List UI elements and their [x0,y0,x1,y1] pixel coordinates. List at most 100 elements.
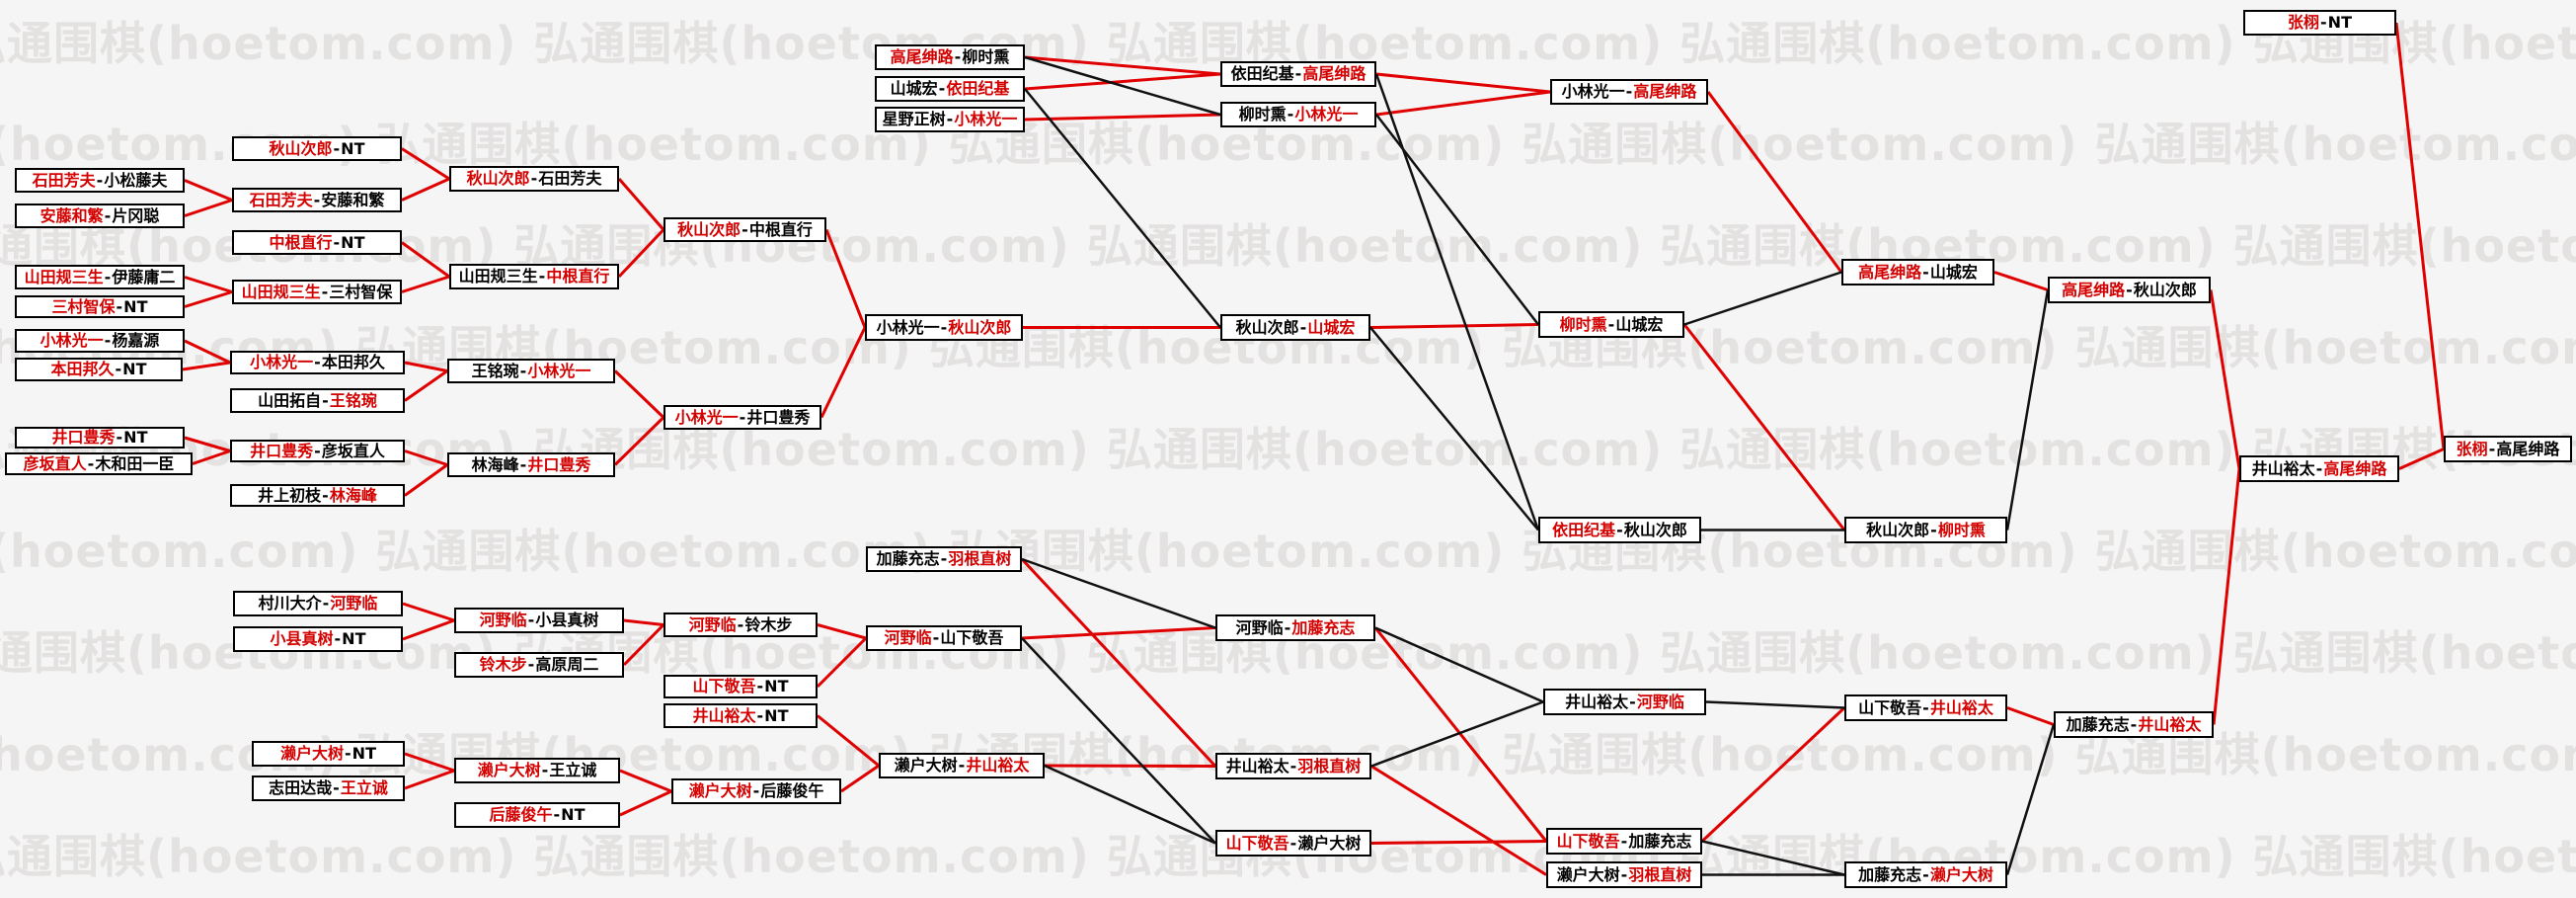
bracket-line-winner [1044,764,1216,768]
player-name-loser: 杨嘉源 [112,331,160,350]
match-box-goto_nt: 后藤俊午 - NT [454,802,620,828]
match-box-yamada_mimura: 山田规三生 - 三村智保 [232,280,402,304]
bracket-line-loser [1683,271,1842,326]
player-name-loser: 河野临 [1235,617,1284,637]
versus-dash: - [1625,82,1633,101]
player-name-winner: 秋山次郎 [466,169,530,188]
bracket-line-winner [1369,323,1539,329]
player-name-loser: 加藤充志 [2066,714,2130,734]
versus-dash: - [940,549,948,568]
bracket-line-winner [1024,113,1221,122]
player-name-winner: 井山裕太 [966,756,1030,775]
match-box-akiyama_ryu: 秋山次郎 - 柳时熏 [1844,517,2007,543]
player-name-winner: 濑户大树 [1929,864,1993,884]
player-name-winner: 秋山次郎 [677,219,742,239]
match-box-takao_ryu: 高尾绅路 - 柳时熏 [875,44,1025,70]
bracket-line-winner [1375,72,1551,94]
versus-dash: - [322,485,329,505]
versus-dash: - [954,47,962,66]
versus-dash: - [530,169,538,188]
player-name-winner: 本田邦久 [50,360,115,378]
match-box-iguchi_nt: 井口豊秀 - NT [15,427,185,449]
match-box-yoda_akiyama: 依田纪基 - 秋山次郎 [1538,517,1701,543]
bracket-line-winner [404,449,448,466]
versus-dash: - [104,331,112,350]
versus-dash: - [1289,756,1297,776]
versus-dash: - [1287,105,1294,123]
versus-dash: - [116,428,123,447]
player-name-winner: 河野临 [688,614,737,634]
player-name-loser: 加藤充志 [1858,864,1922,884]
player-name-loser: 山下敬吾 [1858,697,1922,717]
player-name-loser: 小林光一 [876,317,940,337]
bracket-line-winner [401,241,450,279]
versus-dash: - [87,453,95,473]
match-box-takao_yamashiro: 高尾绅路 - 山城宏 [1841,259,1994,286]
bracket-line-winner [617,228,665,279]
match-box-iyama_nt: 井山裕太 - NT [664,703,818,728]
player-name-winner: 山田规三生 [24,267,104,286]
bracket-line-winner [402,602,455,622]
versus-dash: - [1299,317,1307,337]
player-name-winner: 石田芳夫 [32,170,96,190]
match-box-akiyama_yamashiro: 秋山次郎 - 山城宏 [1220,314,1370,341]
match-box-seto_iyama: 濑户大树 - 井山裕太 [879,753,1045,778]
player-name-winner: 张栩 [2288,13,2320,32]
versus-dash: - [538,267,546,286]
match-box-kobayashi_iguchi: 小林光一 - 井口豊秀 [664,405,821,430]
match-box-seto_wang: 濑户大树 - 王立诚 [454,758,620,783]
player-name-loser: 林海峰 [471,454,519,474]
player-name-winner: 中根直行 [546,267,610,286]
player-name-winner: 井口豊秀 [250,441,314,460]
player-name-loser: 秋山次郎 [1623,520,1687,539]
player-name-winner: 濑户大树 [688,781,752,800]
versus-dash: - [553,805,561,824]
bracket-line-winner [2394,22,2446,449]
player-name-winner: 井山裕太 [1929,697,1993,717]
bracket-line-winner [622,623,665,667]
bracket-line-winner [1700,706,1846,843]
player-name-loser: 彦坂直人 [321,441,385,460]
match-box-mimura_nt: 三村智保 - NT [15,295,185,318]
versus-dash: - [541,761,549,779]
player-name-winner: 羽根直树 [948,549,1012,568]
match-box-kono_suzuki: 河野临 - 铃木步 [664,612,818,637]
match-box-iyama_hane: 井山裕太 - 羽根直树 [1215,753,1371,779]
bracket-line-winner [402,618,455,641]
player-name-winner: 河野临 [479,611,527,629]
bracket-line-winner [840,764,880,793]
player-name-winner: 高尾绅路 [1858,262,1922,282]
player-name-winner: 羽根直树 [1297,756,1362,776]
player-name-loser: 王立诚 [549,761,597,779]
match-box-seto_nt: 濑户大树 - NT [252,741,405,767]
player-name-winner: 安藤和繁 [39,205,104,225]
player-name-winner: 河野临 [884,628,932,647]
versus-dash: - [321,282,329,301]
versus-dash: - [1607,314,1615,334]
bracket-line-loser [2005,724,2056,875]
player-name-loser: 中根直行 [748,219,813,239]
player-name-loser: NT [764,705,789,725]
match-box-shida_wang: 志田达哉 - 王立诚 [252,776,405,801]
versus-dash: - [115,360,122,378]
versus-dash: - [2488,439,2496,458]
player-name-winner: 井口豊秀 [527,454,591,474]
player-name-winner: 柳时熏 [1937,520,1986,539]
versus-dash: - [333,778,340,797]
versus-dash: - [742,219,748,239]
player-name-loser: 高尾绅路 [2496,439,2560,458]
versus-dash: - [519,454,527,474]
versus-dash: - [314,353,321,371]
bracket-line-loser [1044,764,1216,845]
player-name-loser: 濑户大树 [1556,864,1620,884]
versus-dash: - [333,232,341,252]
player-name-winner: 铃木步 [479,655,527,674]
bracket-line-winner [1706,91,1843,274]
player-name-loser: 小县真树 [535,611,599,629]
bracket-line-winner [404,361,448,372]
versus-dash: - [104,205,112,225]
player-name-winner: 山城宏 [1307,317,1356,337]
player-name-winner: 井山裕太 [2138,714,2202,734]
player-name-winner: 羽根直树 [1628,864,1692,884]
bracket-line-winner [184,290,233,308]
